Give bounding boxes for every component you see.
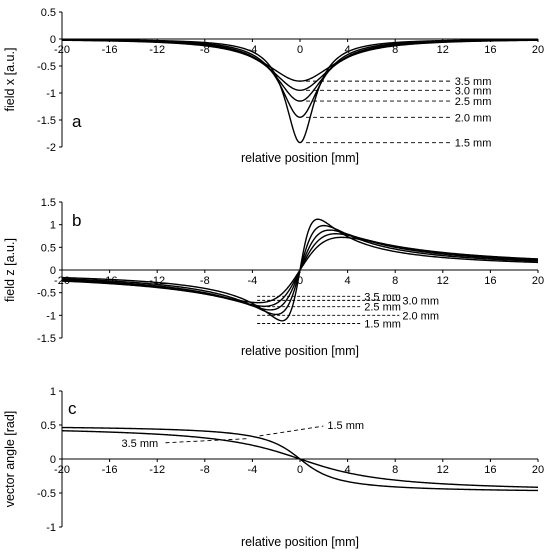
series-line-a-4 xyxy=(61,38,539,144)
x-tick-label: 0 xyxy=(297,275,303,287)
x-tick-label: 4 xyxy=(345,44,351,56)
series-line-b-4 xyxy=(61,218,539,322)
x-tick-label: 16 xyxy=(484,275,496,287)
annotation-leader xyxy=(259,425,324,437)
annotation-label: 1.5 mm xyxy=(455,138,492,150)
x-tick-label: 0 xyxy=(297,44,303,56)
annotation-label: 1.5 mm xyxy=(364,318,401,330)
y-tick-label: -2 xyxy=(46,142,56,154)
x-axis-label: relative position [mm] xyxy=(241,151,359,165)
x-tick-label: 0 xyxy=(297,464,303,476)
annotation-label: 3.5 mm xyxy=(455,76,492,88)
y-tick-label: 0 xyxy=(50,265,56,277)
annotation-label: 3.0 mm xyxy=(455,85,492,97)
x-tick-label: 12 xyxy=(437,275,449,287)
chart-panel-c: c 1 0.5 0 -0.5 -1 -20 -16 -12 -8 -4 0 4 8 12 16 20 relat… xyxy=(3,386,544,549)
y-tick-label: 0 xyxy=(50,34,56,46)
x-tick-label: 20 xyxy=(532,44,544,56)
panel-a-letter: a xyxy=(72,112,82,131)
panel-c-letter: c xyxy=(68,399,77,418)
y-tick-label: 0.5 xyxy=(41,420,56,432)
x-tick-label: -12 xyxy=(149,464,165,476)
y-tick-label: -1.5 xyxy=(37,333,56,345)
y-tick-label: 0 xyxy=(50,454,56,466)
x-tick-label: 20 xyxy=(532,275,544,287)
x-axis-label: relative position [mm] xyxy=(241,535,359,549)
annotation-label: 2.0 mm xyxy=(455,112,492,124)
y-axis-label: field z [a.u.] xyxy=(3,238,17,302)
y-tick-label: -0.5 xyxy=(37,61,56,73)
y-tick-label: -0.5 xyxy=(37,288,56,300)
x-tick-label: 8 xyxy=(392,44,398,56)
x-tick-label: 8 xyxy=(392,275,398,287)
annotation-label: 3.5 mm xyxy=(122,438,159,450)
x-tick-label: 12 xyxy=(437,464,449,476)
series-line-c-1 xyxy=(61,426,539,492)
y-tick-label: -1 xyxy=(46,522,56,534)
x-tick-label: -16 xyxy=(102,44,118,56)
y-tick-label: 0.5 xyxy=(41,7,56,19)
x-tick-label: -20 xyxy=(54,464,70,476)
x-tick-label: 12 xyxy=(437,44,449,56)
y-tick-label: -1.5 xyxy=(37,115,56,127)
annotation-label: 1.5 mm xyxy=(327,420,364,432)
x-tick-label: -4 xyxy=(248,275,258,287)
y-tick-label: -1 xyxy=(46,88,56,100)
x-tick-label: 20 xyxy=(532,464,544,476)
panel-b-letter: b xyxy=(72,211,81,230)
chart-panel-b: b 1.510.50-0.5-1-1.5-20 -16 -12 -8 -4 0 4 8 12 16… xyxy=(3,197,544,358)
y-tick-label: 1.5 xyxy=(41,197,56,209)
x-tick-label: 16 xyxy=(484,44,496,56)
annotation-label: 2.0 mm xyxy=(402,310,439,322)
x-tick-label: 8 xyxy=(392,464,398,476)
annotation-label: 2.5 mm xyxy=(364,302,401,314)
x-tick-label: -4 xyxy=(248,464,258,476)
x-tick-label: 4 xyxy=(345,464,351,476)
x-tick-label: -20 xyxy=(54,44,70,56)
y-tick-label: -1 xyxy=(46,310,56,322)
y-axis-label: field x [a.u.] xyxy=(3,48,17,112)
x-axis-label: relative position [mm] xyxy=(241,344,359,358)
y-tick-label: 1 xyxy=(50,220,56,232)
annotation-label: 2.5 mm xyxy=(455,96,492,108)
y-tick-label: 1 xyxy=(50,386,56,398)
x-tick-label: -12 xyxy=(149,44,165,56)
x-tick-label: -4 xyxy=(248,44,258,56)
x-tick-label: 16 xyxy=(484,464,496,476)
annotation-label: 3.0 mm xyxy=(402,295,439,307)
y-tick-label: 0.5 xyxy=(41,242,56,254)
x-tick-label: -8 xyxy=(200,44,210,56)
x-tick-label: -8 xyxy=(200,464,210,476)
y-tick-label: -0.5 xyxy=(37,488,56,500)
y-axis-label: vector angle [rad] xyxy=(3,411,17,508)
x-tick-label: 4 xyxy=(345,275,351,287)
x-tick-label: -16 xyxy=(102,464,118,476)
x-tick-label: -8 xyxy=(200,275,210,287)
chart-panel-a: a 0.5 0 -0.5 -1 -1.5 -2 -20 -16 -12 -8 -4 0 4 8 12 16 20… xyxy=(3,7,544,165)
